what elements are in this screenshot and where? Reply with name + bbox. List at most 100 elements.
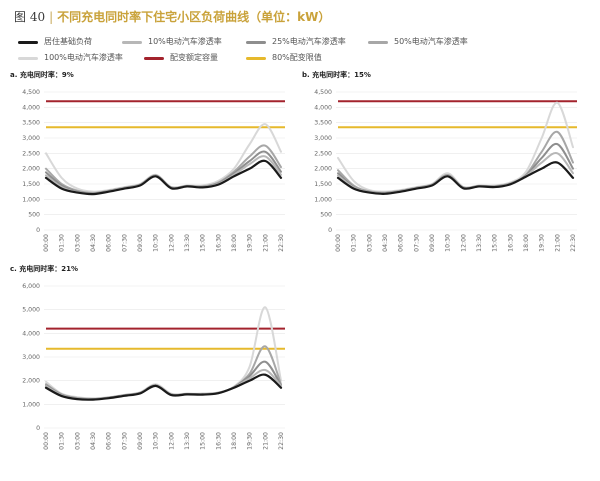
legend-label-p100: 100%电动汽车渗透率 [44,53,123,62]
chart-c-xtick-label: 18:00 [231,432,238,450]
legend-label-p50: 50%电动汽车渗透率 [394,37,468,46]
legend-swatch-p10 [122,41,142,44]
legend-swatch-p25 [246,41,266,44]
chart-a-charging-9pct: a. 充电同时率：9% 0 500 1,000 1,500 2,000 2,500 3,000… [10,70,285,252]
figure-title: 图 40 | 不同充电同时率下住宅小区负荷曲线（单位：kW） [14,8,330,25]
chart-c-xtick-label: 19:30 [247,432,254,450]
chart-a-ytick-label: 3,000 [22,135,40,142]
chart-a-xtick-label: 19:30 [247,234,254,252]
chart-a-ytick-label: 2,500 [22,150,40,157]
chart-c-xtick-label: 00:00 [43,432,50,450]
chart-a-xtick-label: 12:00 [168,234,175,252]
chart-a-ytick-label: 500 [28,212,40,219]
chart-a-xtick-label: 00:00 [43,234,50,252]
legend-swatch-p100 [18,57,38,60]
chart-a-ytick-label: 0 [36,227,40,234]
chart-c-xtick-label: 01:30 [59,432,66,450]
chart-a-series-p25 [45,150,282,195]
chart-b-xtick-label: 19:30 [539,234,546,252]
chart-a-ytick-label: 1,000 [22,196,40,203]
chart-b-ytick-label: 1,000 [314,196,332,203]
chart-c-ytick-label: 4,000 [22,330,40,337]
chart-b-xtick-label: 04:30 [382,234,389,252]
chart-b-ytick-label: 500 [320,212,332,219]
chart-c-title: c. 充电同时率：21% [10,264,78,273]
chart-b-ytick-label: 2,000 [314,166,332,173]
chart-b-charging-15pct: b. 充电同时率：15% 0 500 1,000 1,500 2,000 2,500 3,00… [302,70,577,252]
chart-a-series-p50 [45,144,282,194]
chart-c-xtick-label: 06:00 [106,432,113,450]
chart-c-xtick-label: 04:30 [90,432,97,450]
chart-c-ytick-label: 3,000 [22,354,40,361]
chart-c-xtick-label: 21:00 [262,432,269,450]
chart-a-xtick-label: 16:30 [215,234,222,252]
chart-b-xtick-label: 13:30 [476,234,483,252]
chart-a-title: a. 充电同时率：9% [10,70,74,79]
chart-b-ytick-label: 0 [328,227,332,234]
chart-a-xtick-label: 03:00 [74,234,81,252]
chart-b-xtick-label: 18:00 [523,234,530,252]
chart-a-xtick-label: 13:30 [184,234,191,252]
chart-c-ytick-label: 1,000 [22,401,40,408]
chart-a-xtick-label: 07:30 [121,234,128,252]
chart-b-xtick-label: 09:00 [429,234,436,252]
chart-b-xtick-label: 00:00 [335,234,342,252]
chart-b-xtick-label: 21:00 [554,234,561,252]
chart-c-charging-21pct: c. 充电同时率：21% 0 1,000 2,000 3,000 4,000 5,000 6,… [10,264,285,450]
chart-c-xtick-label: 12:00 [168,432,175,450]
chart-a-ytick-label: 1,500 [22,181,40,188]
chart-c-ytick-label: 2,000 [22,378,40,385]
chart-b-xtick-label: 16:30 [507,234,514,252]
figure-caption: 不同充电同时率下住宅小区负荷曲线（单位：kW） [57,10,331,24]
chart-c-ytick-label: 5,000 [22,307,40,314]
chart-b-xtick-label: 10:30 [445,234,452,252]
chart-a-xtick-label: 18:00 [231,234,238,252]
chart-a-ytick-label: 4,500 [22,89,40,96]
chart-c-xtick-label: 09:00 [137,432,144,450]
legend-label-limit: 80%配变限值 [272,53,322,62]
chart-a-ytick-label: 3,500 [22,120,40,127]
chart-a-xtick-label: 21:00 [262,234,269,252]
chart-a-xtick-label: 04:30 [90,234,97,252]
chart-c-xtick-label: 15:00 [200,432,207,450]
chart-c-xtick-label: 07:30 [121,432,128,450]
chart-a-xtick-label: 15:00 [200,234,207,252]
legend-swatch-base [18,41,38,44]
legend-swatch-limit [246,57,266,60]
chart-b-series-p100 [337,101,574,193]
chart-a-xtick-label: 10:30 [153,234,160,252]
chart-b-series-base [336,161,575,195]
chart-b-xtick-label: 12:00 [460,234,467,252]
chart-b-xtick-label: 01:30 [351,234,358,252]
chart-c-series-p100 [45,306,282,400]
legend-label-p25: 25%电动汽车渗透率 [272,37,346,46]
chart-b-ytick-label: 1,500 [314,181,332,188]
chart-b-xtick-label: 07:30 [413,234,420,252]
legend-swatch-rated [144,57,164,60]
chart-b-xtick-label: 22:30 [570,234,577,252]
chart-b-xtick-label: 06:00 [398,234,405,252]
chart-c-xtick-label: 22:30 [278,432,285,450]
chart-c-series-base [44,373,283,401]
legend-label-base: 居住基础负荷 [44,37,92,46]
chart-c-xtick-label: 13:30 [184,432,191,450]
chart-a-ytick-label: 4,000 [22,104,40,111]
legend-label-rated: 配变额定容量 [170,53,218,62]
legend-label-p10: 10%电动汽车渗透率 [148,37,222,46]
chart-a-xtick-label: 06:00 [106,234,113,252]
chart-b-ytick-label: 4,500 [314,89,332,96]
chart-c-xtick-label: 03:00 [74,432,81,450]
chart-a-series-base [44,159,283,196]
chart-b-ytick-label: 3,000 [314,135,332,142]
chart-b-xtick-label: 03:00 [366,234,373,252]
legend-swatch-p50 [368,41,388,44]
chart-b-title: b. 充电同时率：15% [302,70,371,79]
chart-a-xtick-label: 09:00 [137,234,144,252]
chart-b-ytick-label: 3,500 [314,120,332,127]
chart-b-ytick-label: 4,000 [314,104,332,111]
chart-a-series-p10 [45,155,282,195]
chart-c-xtick-label: 10:30 [153,432,160,450]
chart-c-ytick-label: 6,000 [22,283,40,290]
title-separator: | [49,10,54,24]
figure-number: 图 40 [14,10,46,24]
